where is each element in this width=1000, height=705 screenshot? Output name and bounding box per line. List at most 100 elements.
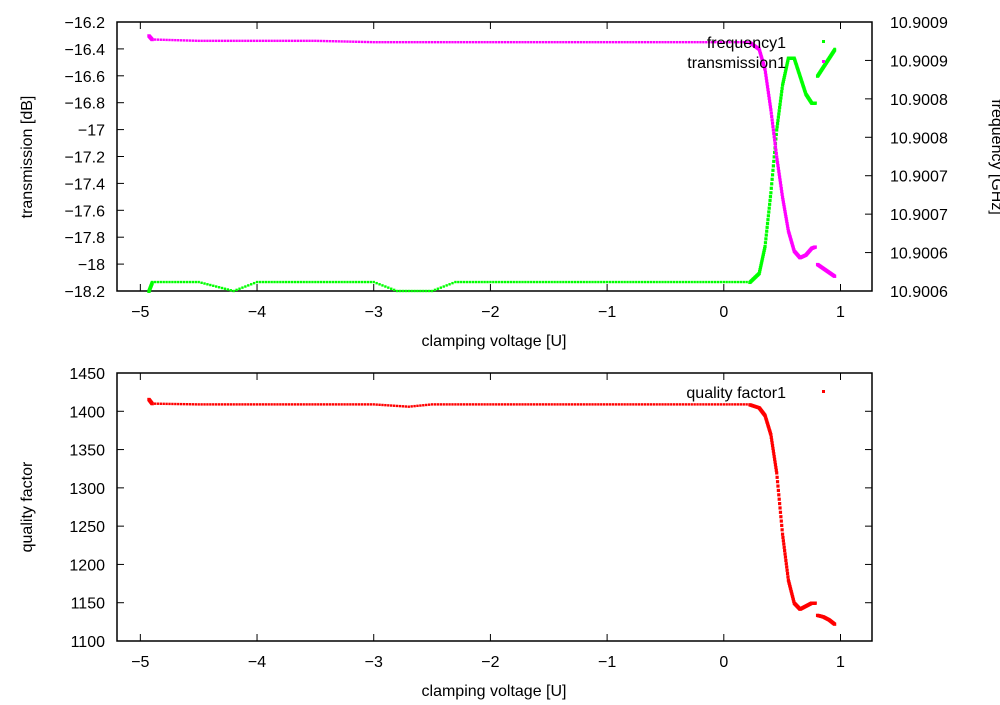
data-point-transmission1 bbox=[442, 40, 445, 44]
data-point-frequency1 bbox=[314, 280, 317, 284]
data-point-transmission1 bbox=[559, 40, 562, 44]
data-point-frequency1 bbox=[296, 280, 300, 284]
data-point-frequency1 bbox=[702, 280, 705, 284]
data-point-quality-factor1 bbox=[778, 501, 782, 506]
data-point-transmission1 bbox=[401, 40, 405, 44]
data-point-frequency1 bbox=[588, 280, 591, 284]
data-point-transmission1 bbox=[404, 40, 408, 44]
data-point-quality-factor1 bbox=[468, 403, 472, 406]
top-x-tick-label: −4 bbox=[248, 304, 266, 321]
data-point-frequency1 bbox=[177, 280, 180, 284]
data-point-transmission1 bbox=[702, 40, 705, 44]
data-point-quality-factor1 bbox=[509, 403, 513, 406]
data-point-quality-factor1 bbox=[605, 403, 609, 406]
bottom-y-tick-label: 1350 bbox=[69, 443, 105, 460]
data-point-frequency1 bbox=[640, 280, 644, 284]
data-point-transmission1 bbox=[781, 198, 785, 202]
data-point-frequency1 bbox=[768, 198, 772, 203]
data-point-transmission1 bbox=[165, 38, 168, 42]
data-point-frequency1 bbox=[317, 280, 320, 284]
data-point-frequency1 bbox=[784, 68, 788, 72]
data-point-transmission1 bbox=[770, 114, 774, 119]
data-point-transmission1 bbox=[500, 40, 504, 44]
data-point-transmission1 bbox=[773, 138, 777, 142]
data-point-frequency1 bbox=[758, 266, 763, 270]
bottom-x-tick-label: −3 bbox=[365, 654, 383, 671]
data-point-frequency1 bbox=[372, 280, 375, 284]
data-point-transmission1 bbox=[833, 275, 836, 278]
data-point-transmission1 bbox=[710, 40, 714, 44]
data-point-quality-factor1 bbox=[777, 497, 781, 501]
data-point-quality-factor1 bbox=[150, 402, 154, 405]
data-point-quality-factor1 bbox=[638, 403, 641, 406]
data-point-frequency1 bbox=[212, 284, 215, 287]
data-point-frequency1 bbox=[264, 280, 267, 284]
data-point-frequency1 bbox=[766, 214, 770, 218]
data-point-frequency1 bbox=[407, 289, 410, 293]
data-point-frequency1 bbox=[833, 47, 836, 51]
data-point-transmission1 bbox=[611, 40, 615, 44]
data-point-frequency1 bbox=[375, 281, 378, 285]
data-point-frequency1 bbox=[759, 264, 763, 268]
data-point-quality-factor1 bbox=[375, 403, 378, 406]
data-point-transmission1 bbox=[617, 40, 620, 44]
data-point-quality-factor1 bbox=[611, 403, 615, 406]
data-point-quality-factor1 bbox=[427, 403, 431, 406]
data-point-transmission1 bbox=[582, 40, 585, 44]
data-point-transmission1 bbox=[226, 39, 230, 43]
data-point-frequency1 bbox=[617, 280, 620, 284]
data-point-frequency1 bbox=[786, 58, 790, 62]
data-point-frequency1 bbox=[165, 280, 168, 284]
data-point-frequency1 bbox=[512, 280, 515, 284]
data-point-quality-factor1 bbox=[273, 403, 276, 406]
data-point-quality-factor1 bbox=[302, 403, 305, 406]
data-point-quality-factor1 bbox=[174, 402, 177, 406]
data-point-quality-factor1 bbox=[632, 403, 635, 406]
data-point-frequency1 bbox=[188, 280, 192, 284]
data-point-transmission1 bbox=[355, 40, 358, 43]
data-point-frequency1 bbox=[774, 132, 778, 137]
data-point-transmission1 bbox=[506, 40, 510, 44]
data-point-transmission1 bbox=[632, 40, 635, 44]
data-point-transmission1 bbox=[681, 40, 685, 44]
data-point-quality-factor1 bbox=[290, 403, 294, 406]
data-point-frequency1 bbox=[448, 283, 451, 286]
data-point-quality-factor1 bbox=[334, 403, 337, 406]
data-point-transmission1 bbox=[188, 39, 192, 42]
data-point-transmission1 bbox=[480, 40, 483, 44]
data-point-quality-factor1 bbox=[430, 403, 434, 406]
data-point-frequency1 bbox=[559, 280, 562, 284]
data-point-frequency1 bbox=[197, 280, 200, 284]
data-point-quality-factor1 bbox=[343, 403, 346, 406]
data-point-frequency1 bbox=[687, 280, 690, 284]
data-point-frequency1 bbox=[261, 280, 265, 284]
data-point-frequency1 bbox=[267, 280, 270, 284]
top-y-tick-label: −17.6 bbox=[65, 203, 106, 220]
data-point-transmission1 bbox=[783, 210, 787, 214]
data-point-transmission1 bbox=[770, 121, 775, 125]
data-point-transmission1 bbox=[214, 39, 218, 43]
data-point-quality-factor1 bbox=[489, 403, 492, 406]
data-point-frequency1 bbox=[302, 280, 305, 284]
data-point-frequency1 bbox=[357, 280, 361, 284]
data-point-frequency1 bbox=[401, 289, 405, 293]
data-point-quality-factor1 bbox=[770, 441, 774, 445]
data-point-quality-factor1 bbox=[296, 403, 300, 406]
data-point-frequency1 bbox=[770, 182, 774, 186]
data-point-quality-factor1 bbox=[252, 403, 256, 406]
data-point-frequency1 bbox=[608, 280, 612, 284]
data-point-quality-factor1 bbox=[331, 403, 335, 406]
data-point-quality-factor1 bbox=[745, 403, 748, 406]
data-point-frequency1 bbox=[430, 289, 434, 293]
data-point-quality-factor1 bbox=[780, 532, 785, 536]
data-point-frequency1 bbox=[457, 280, 460, 284]
data-point-frequency1 bbox=[153, 280, 157, 284]
data-point-frequency1 bbox=[422, 289, 425, 293]
data-point-transmission1 bbox=[287, 39, 291, 43]
data-point-quality-factor1 bbox=[588, 403, 591, 406]
data-point-transmission1 bbox=[427, 40, 431, 44]
data-point-frequency1 bbox=[602, 280, 606, 284]
data-point-quality-factor1 bbox=[559, 403, 562, 406]
data-point-transmission1 bbox=[349, 40, 352, 43]
data-point-transmission1 bbox=[451, 40, 454, 44]
